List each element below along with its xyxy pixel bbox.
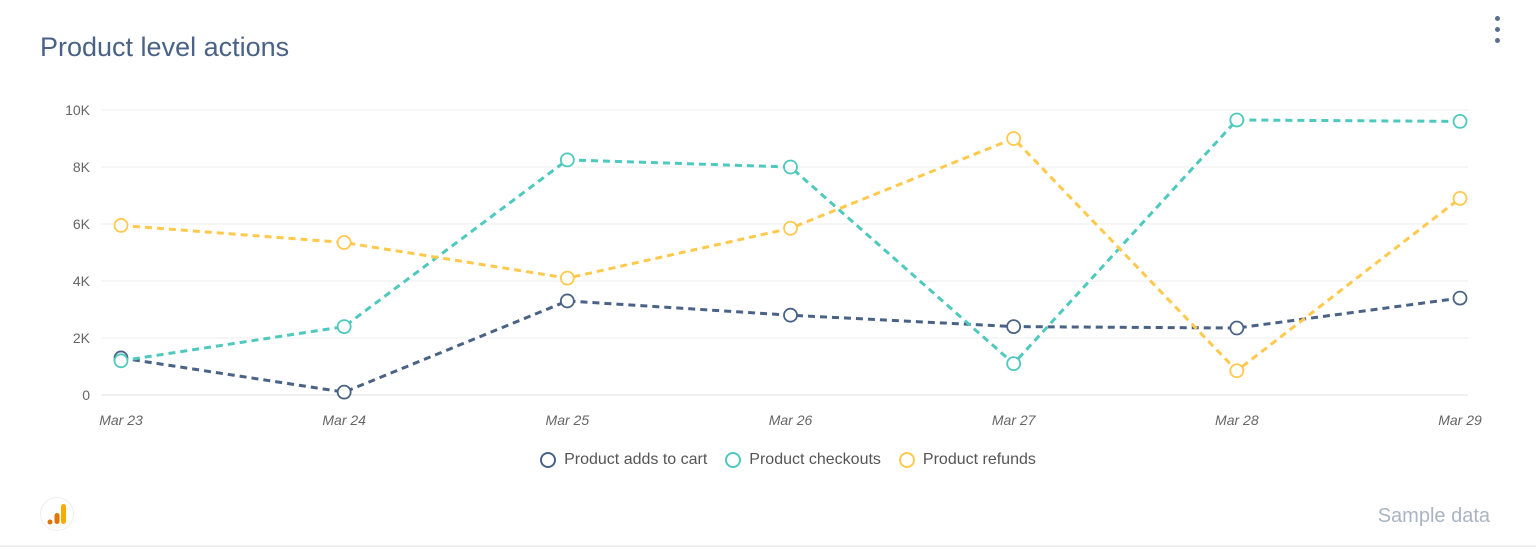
data-point — [336, 319, 352, 335]
data-point — [113, 353, 129, 369]
data-point — [336, 235, 352, 250]
x-tick-label: Mar 23 — [99, 412, 143, 428]
data-point — [113, 218, 129, 233]
legend-label: Product adds to cart — [564, 451, 708, 468]
x-tick-label: Mar 24 — [322, 412, 366, 428]
legend-item[interactable]: Product adds to cart — [540, 451, 707, 469]
x-tick-label: Mar 26 — [769, 412, 813, 428]
data-point — [559, 152, 575, 168]
data-point — [1229, 112, 1245, 128]
series-line — [120, 118, 1461, 366]
data-point — [1229, 363, 1245, 379]
line-chart: 0 2K 4K 6K 8K 10K Mar 23 Mar 24 Mar 25 Mar 26 Mar … — [65, 102, 1482, 428]
data-point — [783, 307, 798, 323]
data-point — [783, 159, 798, 175]
data-point — [1006, 356, 1022, 372]
page-title: Product level actions — [40, 32, 290, 62]
data-point — [559, 293, 575, 309]
legend-marker-icon — [540, 452, 557, 468]
legend-label: Product refunds — [922, 451, 1036, 468]
y-tick-label: 4K — [73, 273, 91, 289]
y-tick-label: 8K — [73, 159, 91, 175]
sample-data-label: Sample data — [1377, 505, 1490, 527]
more-vert-icon[interactable] — [1488, 14, 1508, 46]
data-point — [1452, 190, 1468, 206]
data-point — [1452, 114, 1468, 129]
data-point — [1229, 320, 1245, 336]
y-tick-label: 0 — [82, 387, 90, 403]
analytics-logo-icon — [40, 497, 74, 531]
data-point — [783, 220, 798, 236]
legend-item[interactable]: Product checkouts — [725, 451, 881, 469]
data-point — [336, 384, 352, 400]
data-point — [1452, 290, 1468, 306]
data-point — [1006, 131, 1022, 146]
legend-marker-icon — [725, 452, 742, 468]
legend-marker-icon — [898, 452, 915, 468]
legend: Product adds to cart Product checkouts Pro… — [0, 451, 1536, 469]
legend-label: Product checkouts — [749, 451, 881, 468]
data-point — [559, 270, 575, 286]
y-tick-label: 10K — [65, 102, 91, 118]
legend-item[interactable]: Product refunds — [898, 451, 1036, 469]
data-point — [1006, 319, 1022, 335]
x-tick-label: Mar 27 — [992, 412, 1037, 428]
y-tick-label: 6K — [73, 216, 91, 232]
divider — [0, 545, 1536, 547]
x-tick-label: Mar 29 — [1438, 412, 1482, 428]
x-tick-label: Mar 28 — [1215, 412, 1259, 428]
x-tick-label: Mar 25 — [546, 412, 590, 428]
y-tick-label: 2K — [73, 330, 91, 346]
